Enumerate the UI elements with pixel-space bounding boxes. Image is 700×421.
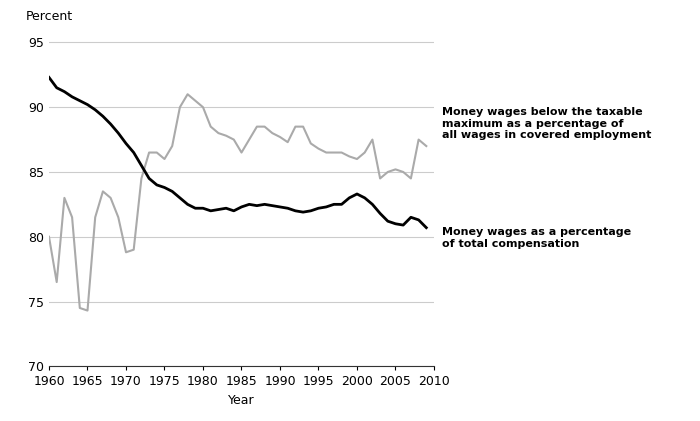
X-axis label: Year: Year [228, 394, 255, 407]
Text: Money wages as a percentage
of total compensation: Money wages as a percentage of total com… [442, 227, 631, 249]
Text: Money wages below the taxable
maximum as a percentage of
all wages in covered em: Money wages below the taxable maximum as… [442, 107, 651, 140]
Text: Percent: Percent [26, 10, 73, 23]
